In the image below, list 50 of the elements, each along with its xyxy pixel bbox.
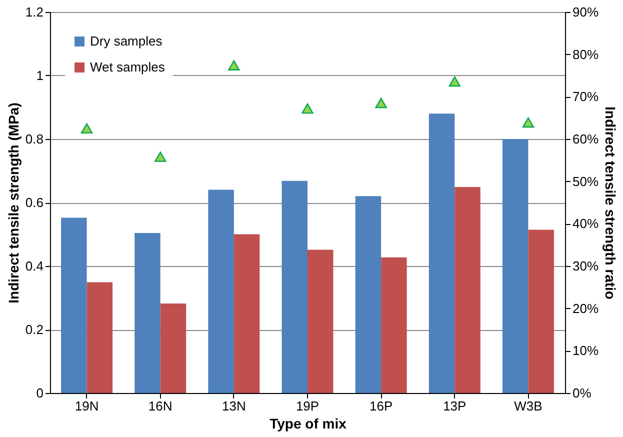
bar (234, 234, 260, 393)
bar (86, 282, 113, 393)
y-tick-label: 0.4 (25, 258, 44, 274)
point (80, 123, 93, 134)
point (375, 98, 387, 108)
y2-tick-label: 50% (572, 174, 599, 189)
point (448, 76, 460, 87)
bar (134, 232, 160, 393)
bar (160, 303, 186, 393)
legend-label: Wet samples (90, 60, 166, 74)
y-tick-label: 1.2 (25, 4, 44, 20)
bar (61, 218, 87, 393)
bar (454, 186, 480, 393)
y-tick-label: 1 (36, 68, 44, 83)
point (522, 117, 534, 128)
y2-tick-label: 80% (572, 46, 599, 62)
y-tick-label: 0.8 (25, 132, 44, 146)
y2-tick-label: 90% (572, 4, 599, 20)
y2-tick-label: 70% (572, 89, 599, 104)
x-tick-label: 19N (74, 398, 99, 414)
bar (208, 190, 234, 393)
x-tick-label: 13P (443, 398, 466, 414)
bar (428, 114, 455, 393)
y2-tick-label: 30% (572, 258, 599, 274)
bar (502, 139, 528, 393)
legend-label: Dry samples (90, 34, 163, 48)
bar (308, 250, 334, 393)
bar (282, 180, 308, 393)
y-tick-label: 0.2 (25, 322, 44, 337)
y2-tick-label: 60% (572, 132, 599, 146)
bar (355, 196, 382, 393)
y2-axis-title: Indirect tensile strength ratio (602, 106, 619, 300)
x-tick-label: 16P (370, 398, 393, 414)
y-axis-title: Indirect tensile strength (MPa) (5, 102, 22, 304)
y-tick-label: 0.6 (25, 195, 44, 210)
y2-tick-label: 10% (572, 343, 599, 358)
y2-tick-label: 20% (572, 300, 599, 316)
bar (528, 230, 554, 393)
x-axis-title: Type of mix (270, 416, 347, 432)
x-tick-label: 13N (222, 398, 246, 414)
y2-tick-label: 0% (572, 386, 592, 400)
bar (381, 257, 407, 393)
point (228, 60, 240, 70)
x-tick-label: 19P (296, 398, 320, 414)
y-tick-label: 0 (36, 386, 44, 400)
point (154, 152, 166, 162)
point (302, 103, 314, 114)
y2-tick-label: 40% (572, 216, 599, 232)
x-tick-label: 16N (148, 398, 172, 414)
x-tick-label: W3B (514, 398, 542, 414)
